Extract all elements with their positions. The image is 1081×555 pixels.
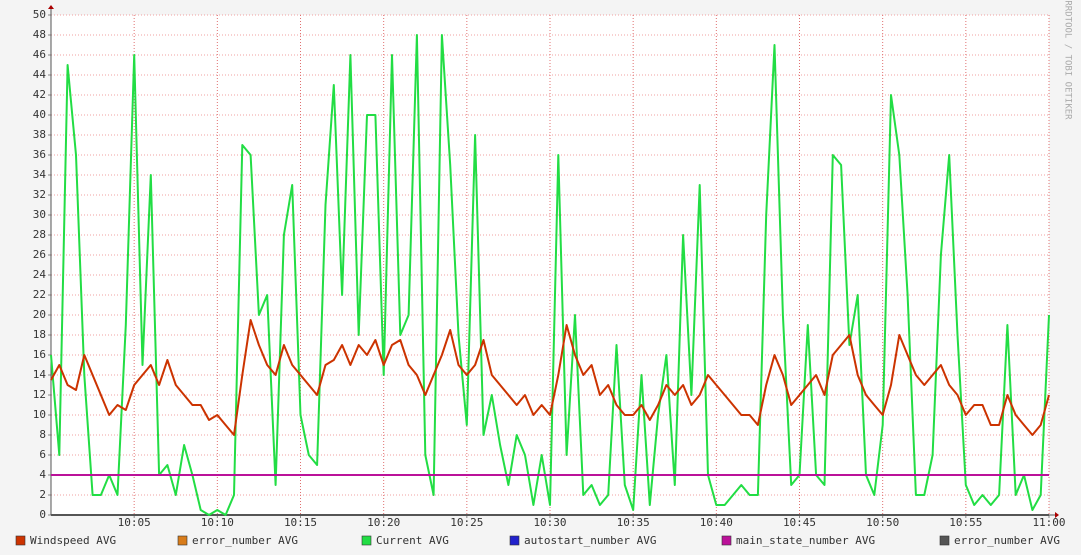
- y-tick-label: 34: [33, 168, 47, 181]
- x-tick-label: 10:25: [450, 516, 483, 529]
- x-axis-arrow: [1055, 512, 1059, 518]
- legend-label: Current AVG: [376, 534, 449, 547]
- legend-label: error_number AVG: [954, 534, 1060, 547]
- series-line: [50, 34, 1050, 516]
- y-tick-label: 12: [33, 388, 46, 401]
- y-tick-label: 20: [33, 308, 46, 321]
- x-tick-label: 10:30: [533, 516, 566, 529]
- y-tick-label: 6: [39, 448, 46, 461]
- legend-label: error_number AVG: [192, 534, 298, 547]
- legend-swatch: [721, 535, 732, 546]
- legend-label: autostart_number AVG: [524, 534, 656, 547]
- x-tick-label: 10:55: [949, 516, 982, 529]
- legend-swatch: [15, 535, 26, 546]
- y-tick-label: 38: [33, 128, 46, 141]
- side-text: RRDTOOL / TOBI OETIKER: [1063, 0, 1073, 120]
- y-tick-label: 2: [39, 488, 46, 501]
- y-tick-label: 0: [39, 508, 46, 521]
- y-tick-label: 46: [33, 48, 46, 61]
- x-tick-label: 10:05: [118, 516, 151, 529]
- y-tick-label: 4: [39, 468, 46, 481]
- series-line: [50, 319, 1050, 436]
- y-tick-label: 26: [33, 248, 46, 261]
- x-tick-label: 10:10: [201, 516, 234, 529]
- x-tick-label: 11:00: [1032, 516, 1065, 529]
- y-tick-label: 32: [33, 188, 46, 201]
- legend-swatch: [177, 535, 188, 546]
- y-tick-label: 36: [33, 148, 46, 161]
- y-tick-label: 22: [33, 288, 46, 301]
- y-tick-label: 18: [33, 328, 46, 341]
- legend-swatch: [939, 535, 950, 546]
- y-tick-label: 28: [33, 228, 46, 241]
- legend-swatch: [361, 535, 372, 546]
- legend-label: main_state_number AVG: [736, 534, 875, 547]
- y-tick-label: 24: [33, 268, 47, 281]
- y-tick-label: 10: [33, 408, 46, 421]
- y-tick-label: 44: [33, 68, 47, 81]
- y-tick-label: 8: [39, 428, 46, 441]
- y-tick-label: 16: [33, 348, 46, 361]
- x-tick-label: 10:40: [700, 516, 733, 529]
- y-tick-label: 40: [33, 108, 46, 121]
- legend-swatch: [509, 535, 520, 546]
- y-tick-label: 48: [33, 28, 46, 41]
- x-tick-label: 10:20: [367, 516, 400, 529]
- x-tick-label: 10:50: [866, 516, 899, 529]
- x-tick-label: 10:35: [617, 516, 650, 529]
- y-tick-label: 30: [33, 208, 46, 221]
- y-tick-label: 42: [33, 88, 46, 101]
- x-tick-label: 10:15: [284, 516, 317, 529]
- x-tick-label: 10:45: [783, 516, 816, 529]
- y-tick-label: 14: [33, 368, 47, 381]
- y-axis-arrow: [48, 5, 54, 9]
- y-tick-label: 50: [33, 8, 46, 21]
- legend-label: Windspeed AVG: [30, 534, 116, 547]
